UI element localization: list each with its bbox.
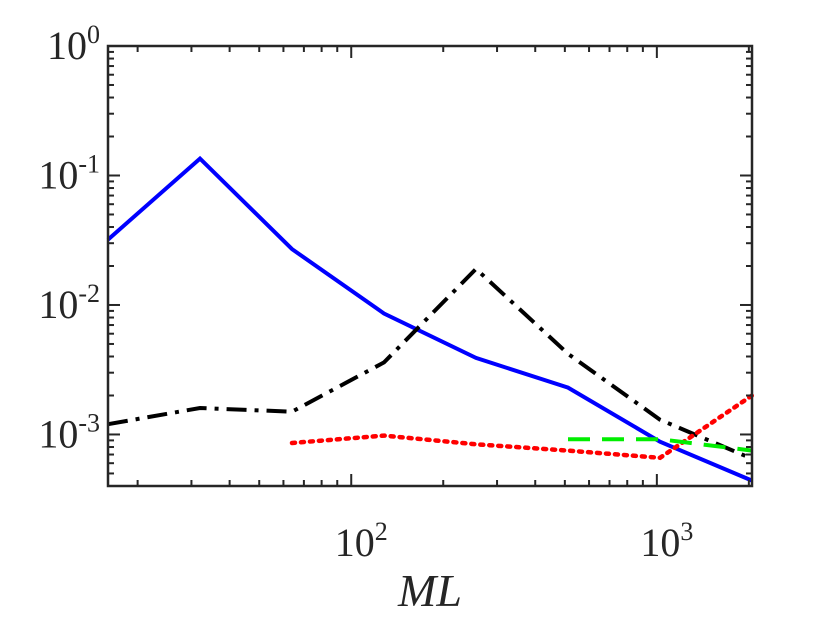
y-tick-label: 10-2 (38, 279, 100, 327)
series-line-blue-solid (106, 155, 753, 483)
y-tick-label: 100 (47, 20, 100, 68)
x-tick-label: 102 (335, 517, 388, 565)
plot-area (106, 44, 755, 488)
series-line-green-dashed (568, 437, 753, 453)
y-tick-label: 10-3 (38, 408, 100, 456)
axis-ticks (108, 45, 752, 487)
series-line-red-dotted (289, 393, 755, 461)
y-tick-labels: 100 10-1 10-2 10-3 (38, 20, 100, 456)
x-tick-label: 103 (640, 517, 693, 565)
axes-background (108, 46, 752, 486)
series-line-black-dashdot (107, 266, 753, 461)
series-lines (106, 155, 755, 483)
x-tick-labels: 102 103 (335, 517, 694, 565)
x-axis-label: ML (397, 565, 462, 616)
y-tick-label: 10-1 (38, 149, 100, 197)
